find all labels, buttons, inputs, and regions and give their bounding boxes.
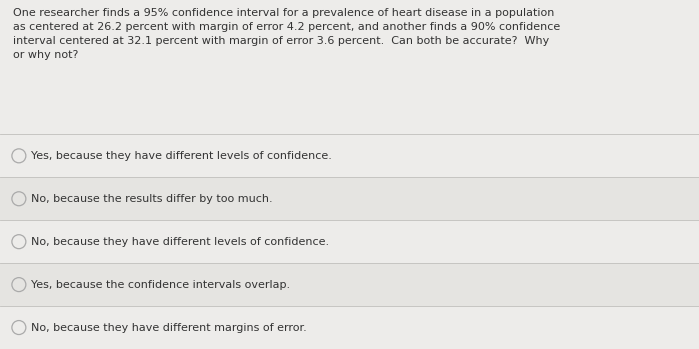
Text: Yes, because they have different levels of confidence.: Yes, because they have different levels … xyxy=(31,151,332,161)
Bar xyxy=(0,134,699,177)
Text: No, because they have different levels of confidence.: No, because they have different levels o… xyxy=(31,237,330,247)
Bar xyxy=(0,177,699,220)
Bar xyxy=(0,263,699,306)
Text: No, because they have different margins of error.: No, because they have different margins … xyxy=(31,322,307,333)
Bar xyxy=(0,306,699,349)
Bar xyxy=(0,0,699,134)
Text: One researcher finds a 95% confidence interval for a prevalence of heart disease: One researcher finds a 95% confidence in… xyxy=(13,8,560,60)
Bar xyxy=(0,220,699,263)
Text: Yes, because the confidence intervals overlap.: Yes, because the confidence intervals ov… xyxy=(31,280,291,290)
Text: No, because the results differ by too much.: No, because the results differ by too mu… xyxy=(31,194,273,204)
